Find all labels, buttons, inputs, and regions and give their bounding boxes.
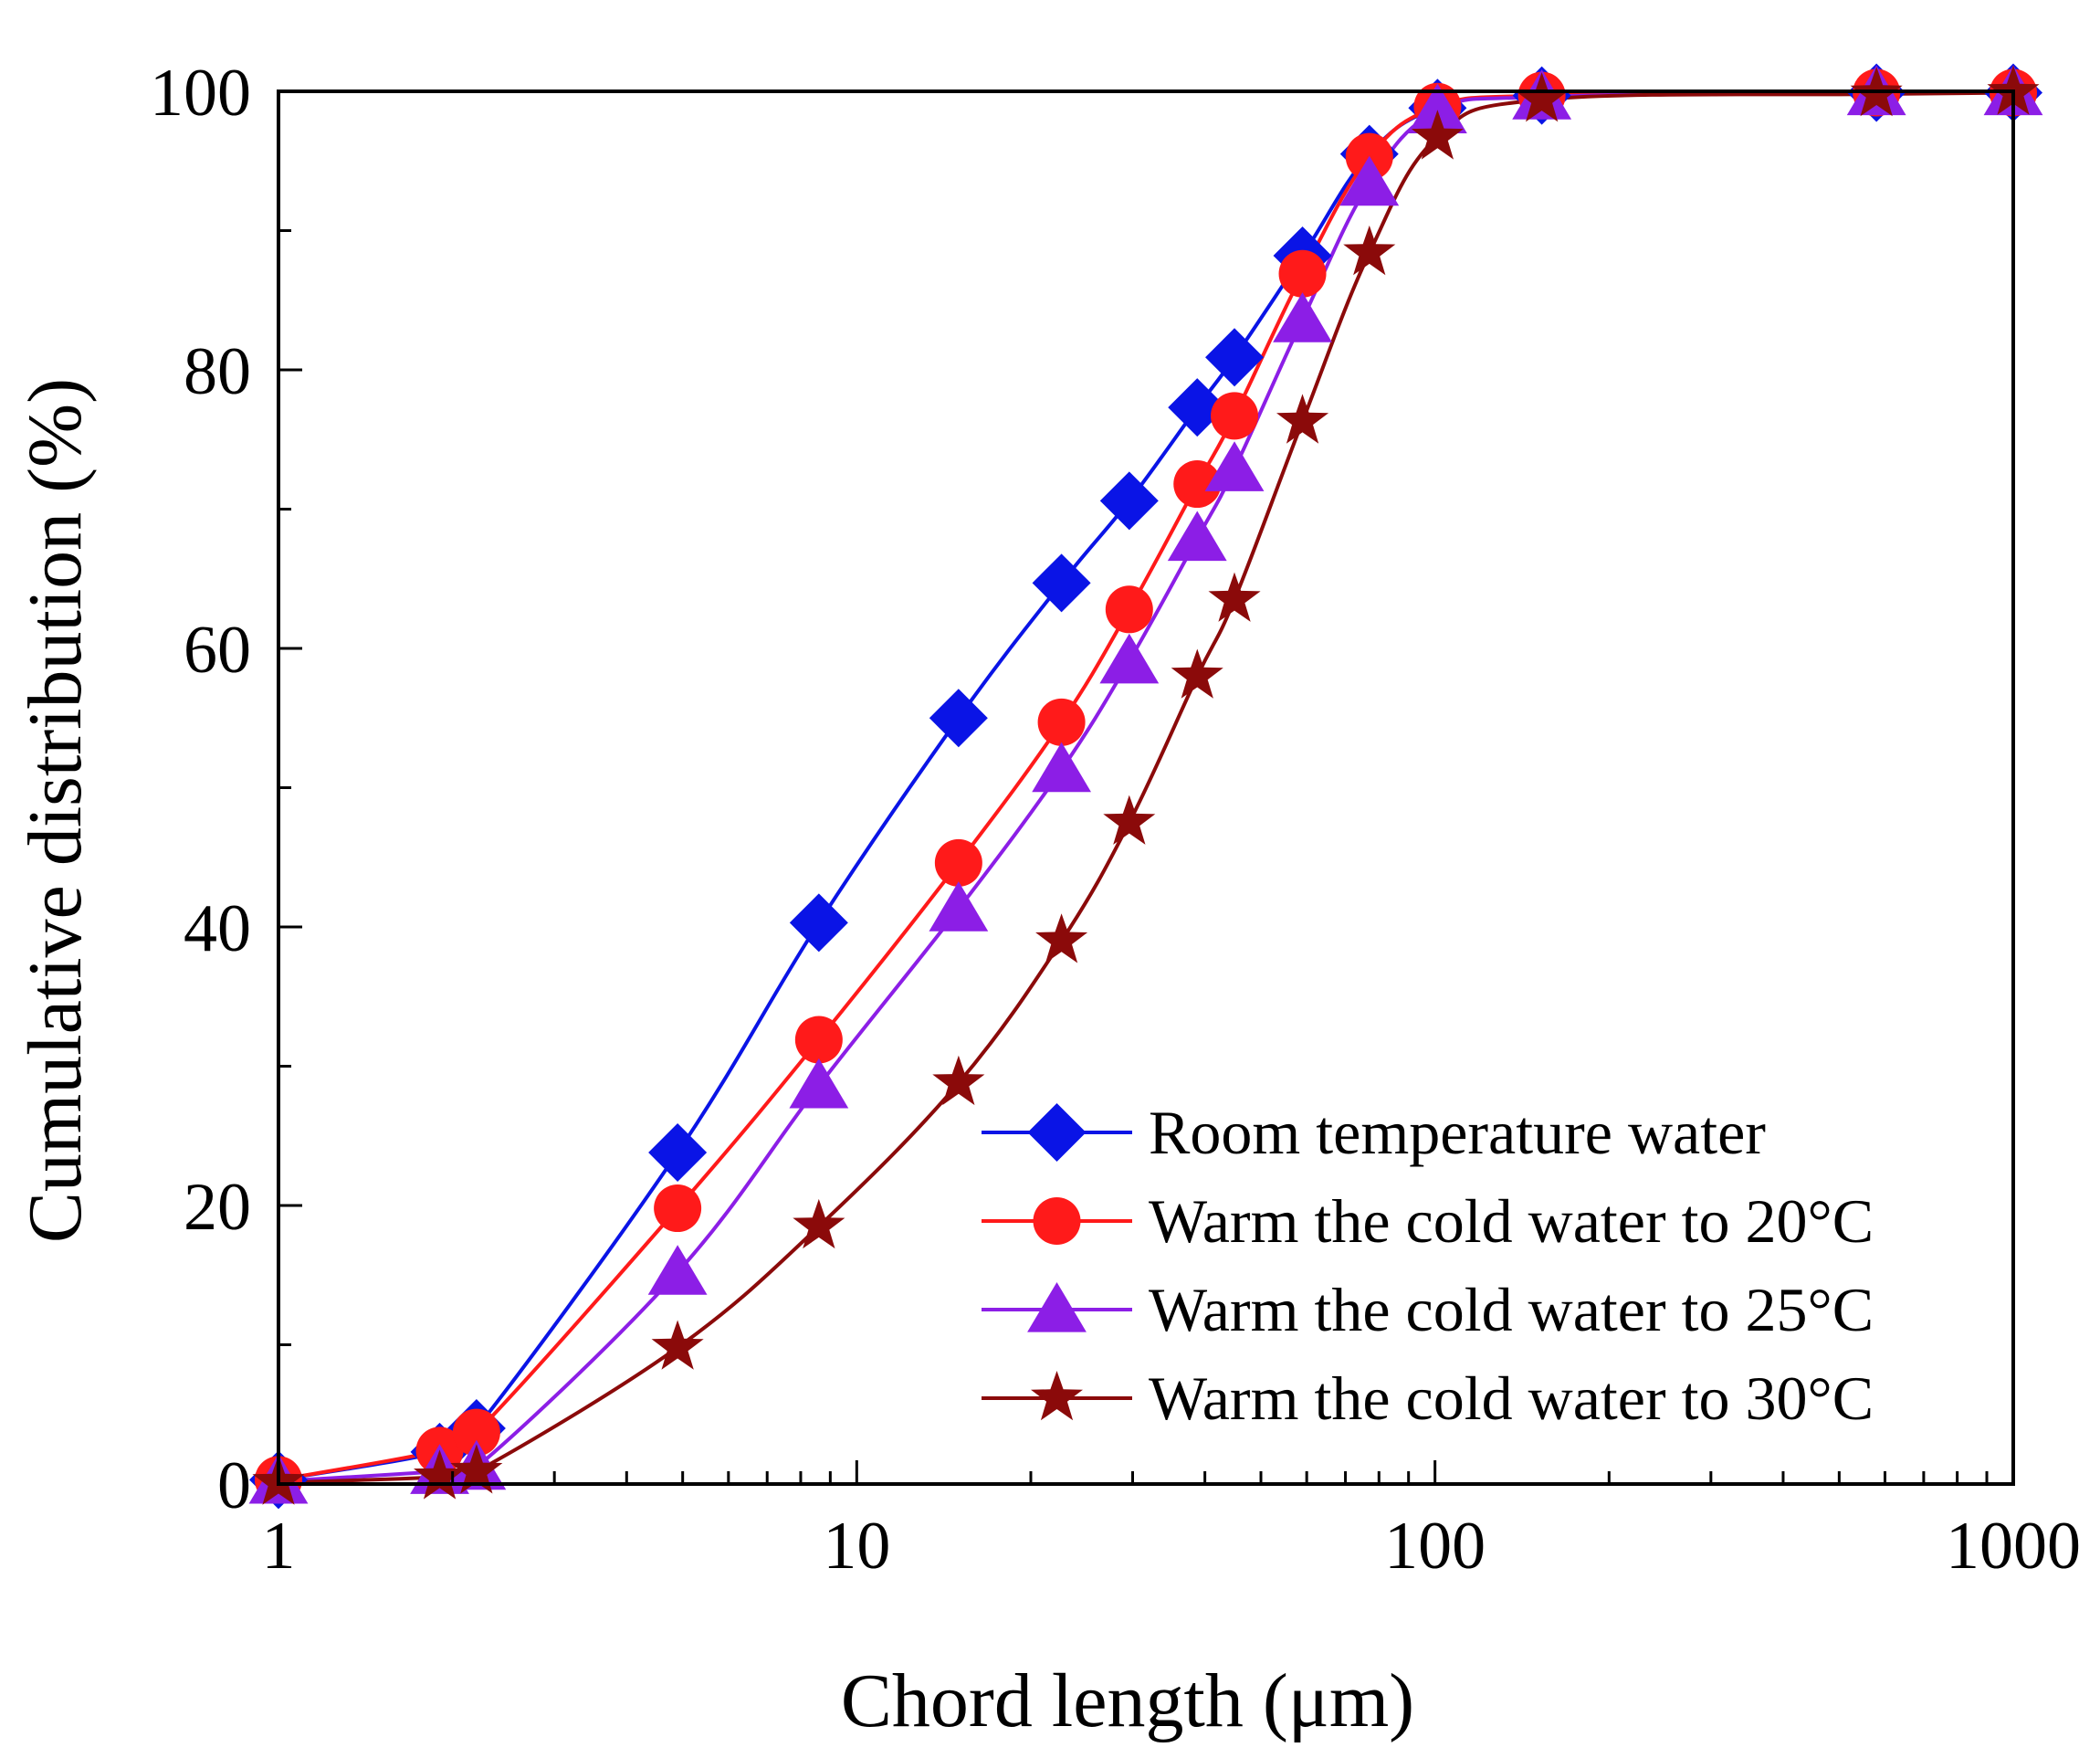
series-1-point (1205, 328, 1265, 387)
y-tick-label: 20 (184, 1170, 251, 1245)
series-4-point (932, 1055, 985, 1106)
x-tick-label: 10 (823, 1509, 890, 1584)
series-4-point (450, 1444, 503, 1494)
y-tick-label: 0 (217, 1448, 251, 1523)
series-1-point (789, 893, 848, 953)
series-3-point (929, 881, 989, 932)
series-2-point (794, 1016, 843, 1064)
series-line-4 (278, 90, 2014, 1485)
legend-label-4: Warm the cold water to 30°C (1149, 1363, 1874, 1433)
series-2-point (1211, 392, 1259, 440)
series-4-point (1516, 72, 1569, 122)
legend-label-1: Room temperature water (1149, 1098, 1766, 1167)
series-3-point (1032, 742, 1092, 793)
series-4-point (1035, 913, 1088, 963)
series-3-point (789, 1058, 849, 1109)
series-4-point (414, 1449, 467, 1500)
x-tick-label: 1000 (1946, 1509, 2081, 1584)
series-2-point (654, 1184, 702, 1233)
series-2-point (1105, 585, 1153, 634)
series-3-point (647, 1245, 708, 1295)
legend: Room temperature water Warm the cold wate… (982, 1098, 1874, 1433)
legend-marker-1 (1027, 1103, 1087, 1162)
series-3-point (1273, 292, 1332, 342)
y-tick-label: 100 (150, 56, 251, 131)
series-4-point (1103, 795, 1156, 845)
series-4-point (1171, 648, 1223, 699)
legend-label-3: Warm the cold water to 25°C (1149, 1275, 1874, 1344)
series-1-point (1099, 471, 1159, 531)
series-3-point (1167, 511, 1227, 562)
series-markers (248, 63, 2043, 1510)
series-3-point (1204, 441, 1265, 491)
series-1-point (929, 689, 988, 748)
series-4-point (1208, 572, 1261, 622)
series-3-point (1408, 83, 1467, 133)
x-tick-label: 1 (262, 1509, 296, 1584)
legend-marker-2 (1033, 1197, 1081, 1245)
series-4-point (793, 1198, 845, 1249)
legend-marker-3 (1027, 1282, 1087, 1332)
series-2-point (1037, 698, 1086, 746)
series-4-point (1343, 225, 1396, 276)
series-1-point (1032, 553, 1091, 613)
series-3-point (1099, 633, 1160, 684)
y-tick-label: 60 (184, 613, 251, 688)
y-tick-label: 40 (184, 891, 251, 966)
series-2-point (1278, 249, 1327, 298)
series-1-point (648, 1123, 708, 1183)
series-2-point (934, 838, 982, 887)
series-3-point (1339, 155, 1400, 206)
x-axis-title: Chord length (μm) (841, 1658, 1414, 1743)
series-4-point (1276, 394, 1329, 444)
axes: 1 10 100 1000 0 20 40 60 80 100 Chord length (μm) C… (13, 56, 2081, 1743)
series-2-point (452, 1408, 500, 1457)
y-tick-label: 80 (184, 334, 251, 409)
series-4-point (1411, 110, 1464, 160)
legend-label-2: Warm the cold water to 20°C (1149, 1186, 1874, 1256)
series-4-point (651, 1320, 704, 1370)
x-tick-label: 100 (1384, 1509, 1486, 1584)
legend-marker-4 (1031, 1371, 1083, 1421)
series-2-point (1173, 460, 1222, 509)
y-axis-title: Cumulative distribution (%) (13, 378, 98, 1243)
